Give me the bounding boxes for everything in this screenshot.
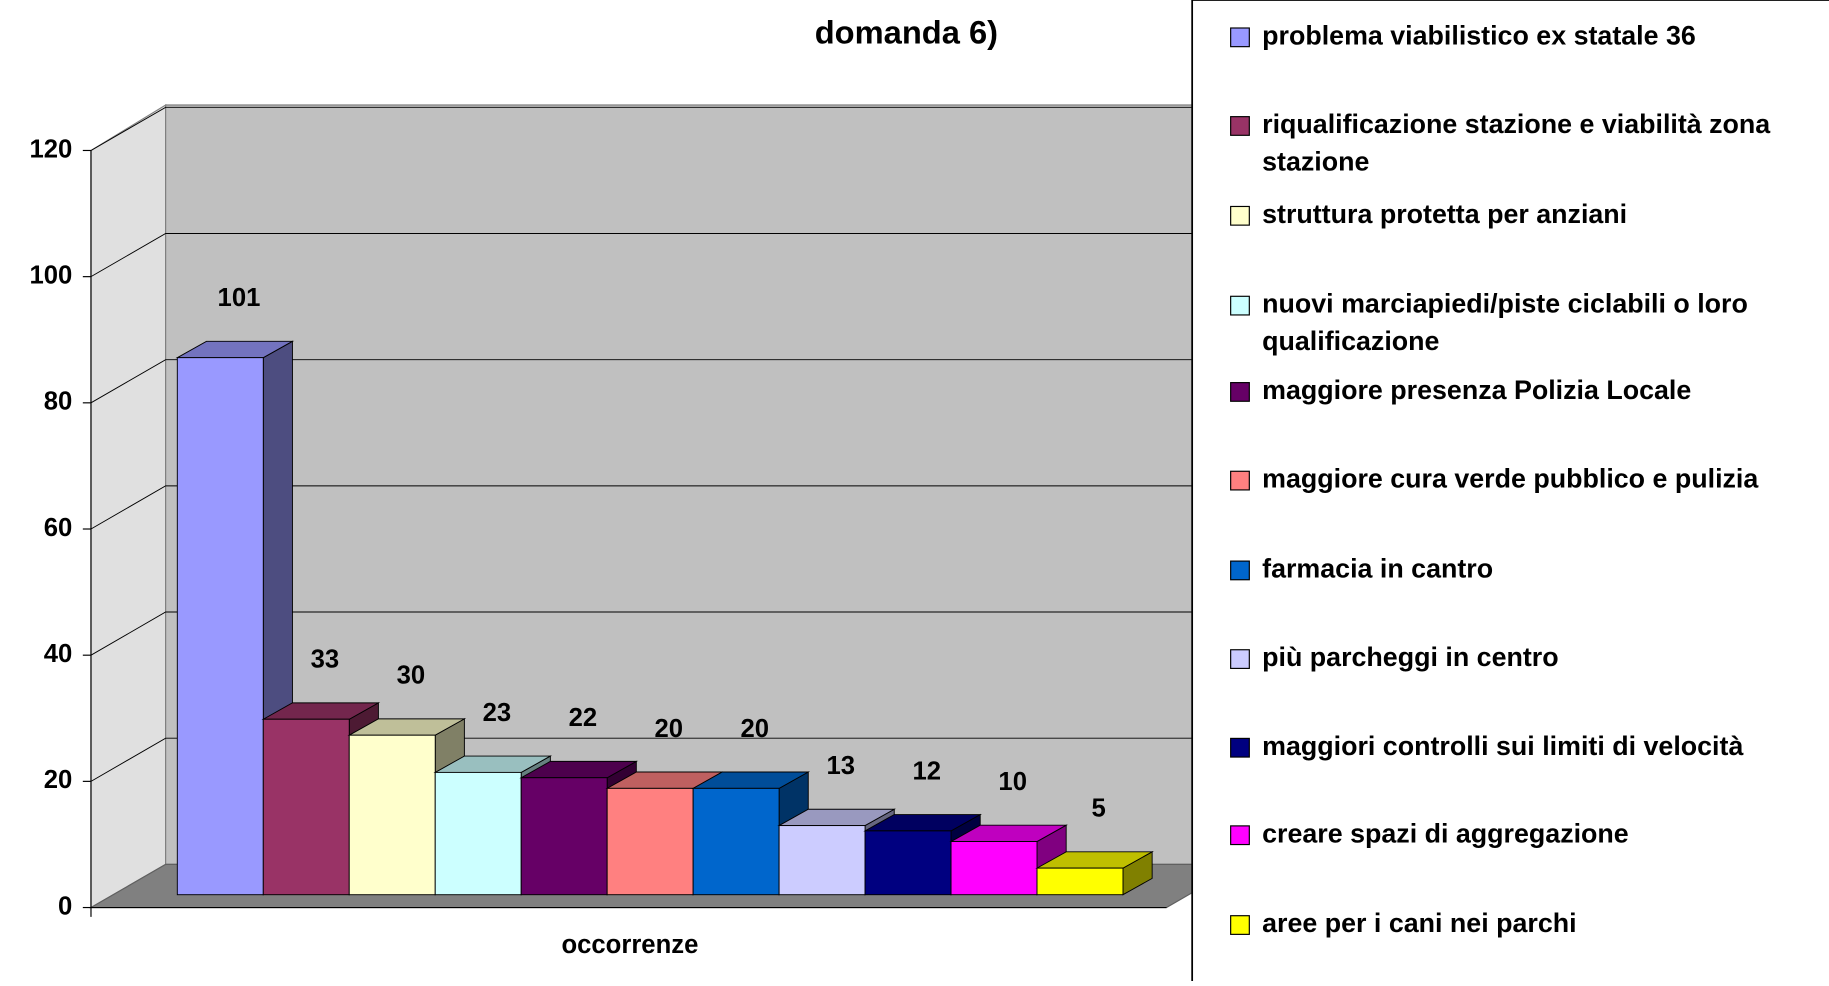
legend-swatch — [1230, 205, 1250, 226]
legend-label: più parcheggi in centro — [1262, 642, 1558, 672]
grid-line — [90, 359, 1249, 404]
legend-label: creare spazi di aggregazione — [1262, 818, 1629, 848]
legend-swatch — [1230, 382, 1250, 402]
data-label: 13 — [826, 752, 855, 780]
legend-label: maggiore presenza Polizia Locale — [1262, 375, 1691, 405]
legend-label: struttura protetta per anziani — [1262, 199, 1627, 229]
bar — [176, 357, 264, 896]
grid-line — [90, 737, 1249, 782]
data-label: 10 — [998, 768, 1027, 796]
data-label: 30 — [397, 662, 426, 690]
x-tick-label: occorrenze — [561, 931, 698, 959]
legend-swatch — [1230, 737, 1250, 758]
data-label: 5 — [1092, 795, 1106, 823]
side-wall — [90, 103, 167, 909]
legend-swatch — [1230, 649, 1250, 669]
legend-label: farmacia in cantro — [1262, 553, 1493, 583]
bar — [434, 771, 522, 896]
bar — [1036, 867, 1124, 896]
legend-swatch — [1230, 27, 1250, 48]
legend-swatch — [1230, 470, 1250, 491]
bar — [520, 777, 608, 896]
y-tick-label: 0 — [58, 892, 72, 920]
data-label: 12 — [912, 757, 941, 785]
grid-line — [90, 485, 1249, 530]
legend — [1191, 0, 1829, 986]
legend-swatch — [1230, 825, 1250, 846]
legend-label: problema viabilistico ex statale 36 — [1262, 20, 1696, 50]
grid-line — [90, 106, 1249, 151]
chart-title: domanda 6) — [815, 14, 998, 51]
plot: domanda 6) occorrenze 020406080100120101… — [30, 0, 1829, 986]
y-tick-label: 60 — [44, 514, 73, 542]
bar — [262, 718, 350, 896]
legend-swatch — [1230, 116, 1250, 136]
data-label: 23 — [483, 699, 512, 727]
legend-label: nuovi marciapiedi/piste ciclabili o loro… — [1262, 289, 1748, 356]
y-tick-label: 40 — [44, 640, 73, 668]
y-tick-label: 120 — [30, 135, 73, 163]
bar — [606, 787, 694, 896]
bar — [348, 734, 436, 896]
legend-label: maggiori controlli sui limiti di velocit… — [1262, 731, 1743, 761]
legend-label: maggiore cura verde pubblico e pulizia — [1262, 464, 1759, 494]
bar — [692, 787, 780, 896]
grid-line — [90, 233, 1249, 278]
y-tick-label: 20 — [44, 766, 73, 794]
legend-label: riqualificazione stazione e viabilità zo… — [1262, 109, 1771, 176]
legend-label: aree per i cani nei parchi — [1262, 908, 1576, 938]
y-tick-label: 100 — [30, 261, 73, 289]
y-tick-label: 80 — [44, 388, 73, 416]
legend-swatch — [1230, 915, 1250, 935]
grid-line — [90, 611, 1249, 656]
data-label: 20 — [741, 715, 770, 743]
legend-swatch — [1230, 295, 1250, 316]
data-label: 20 — [655, 715, 684, 743]
bar — [864, 830, 952, 896]
bar — [950, 841, 1038, 896]
data-label: 101 — [218, 284, 261, 312]
bar — [778, 825, 866, 896]
legend-swatch — [1230, 560, 1250, 581]
data-label: 22 — [569, 704, 598, 732]
data-label: 33 — [311, 646, 340, 674]
